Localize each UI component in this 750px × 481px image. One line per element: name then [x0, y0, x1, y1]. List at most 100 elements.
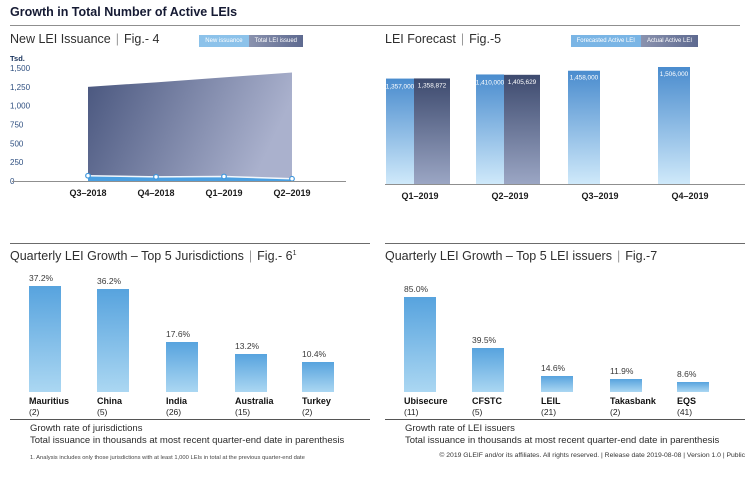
fig6-caption-2: Total issuance in thousands at most rece…	[30, 435, 345, 446]
fig5-x-category-label: Q4–2019	[671, 191, 708, 201]
section-divider	[10, 243, 370, 244]
jurisdiction-bar-column: 13.2% Australia (15)	[235, 341, 274, 417]
jurisdiction-bar-value-label: 10.4%	[302, 349, 327, 359]
jurisdiction-bar-category-label: Turkey	[302, 396, 331, 406]
fig4-x-category-label: Q4–2018	[137, 188, 174, 198]
fig5-forecast-bar	[476, 74, 504, 184]
jurisdiction-bar-count-label: (2)	[29, 407, 40, 417]
issuer-bar	[404, 297, 436, 392]
issuer-bar-category-label: Ubisecure	[404, 396, 448, 406]
jurisdiction-bar-column: 17.6% India (26)	[166, 329, 198, 417]
fig4-legend: New issuance Total LEI issued	[199, 35, 303, 47]
jurisdiction-bar-value-label: 17.6%	[166, 329, 191, 339]
jurisdiction-bar-column: 36.2% China (5)	[97, 276, 129, 417]
issuer-bar-count-label: (2)	[610, 407, 621, 417]
legend-forecasted-active-lei: Forecasted Active LEI	[570, 35, 641, 47]
fig5-fig-number: Fig.-5	[469, 32, 502, 46]
jurisdiction-bar	[97, 289, 129, 392]
fig4-y-tick-label: 500	[10, 139, 24, 148]
issuer-bar-category-label: Takasbank	[610, 396, 656, 406]
fig7-caption-2: Total issuance in thousands at most rece…	[405, 435, 720, 446]
fig6-title-text: Quarterly LEI Growth – Top 5 Jurisdictio…	[10, 249, 244, 263]
fig5-actual-bar	[414, 78, 450, 184]
fig7-fig-number: Fig.-7	[625, 249, 658, 263]
fig5-forecast-bar-label: 1,410,000	[476, 79, 505, 86]
issuer-bar	[541, 376, 573, 392]
issuer-bar-count-label: (11)	[404, 407, 419, 417]
fig5-forecast-bar-label: 1,458,000	[570, 75, 599, 82]
fig7-bar-chart: 85.0% Ubisecure (11) 39.5% CFSTC (5) 14.6% LEIL…	[385, 267, 745, 417]
fig4-data-point-marker	[153, 173, 159, 180]
issuer-bar-value-label: 14.6%	[541, 363, 566, 373]
jurisdiction-bar-category-label: China	[97, 396, 123, 406]
jurisdiction-bar-count-label: (15)	[235, 407, 251, 417]
jurisdiction-bar	[166, 342, 198, 392]
title-separator: |	[248, 249, 253, 263]
fig4-data-point-marker	[221, 173, 227, 180]
fig6-caption-1: Growth rate of jurisdictions	[30, 423, 143, 434]
jurisdiction-bar-category-label: Mauritius	[29, 396, 70, 406]
fig6-caption-divider	[10, 419, 370, 420]
jurisdiction-bar-category-label: India	[166, 396, 188, 406]
section-lei-forecast: LEI Forecast | Fig.-5 Forecasted Active LE…	[385, 32, 745, 218]
fig5-x-category-label: Q1–2019	[401, 191, 438, 201]
jurisdiction-bar-value-label: 36.2%	[97, 276, 122, 286]
issuer-bar	[472, 348, 504, 392]
issuer-bar-category-label: EQS	[677, 396, 697, 406]
section-divider	[385, 243, 745, 244]
fig4-x-category-label: Q1–2019	[205, 188, 242, 198]
fig5-actual-bar-label: 1,405,629	[508, 79, 537, 86]
fig4-x-category-label: Q2–2019	[273, 188, 310, 198]
header-divider	[10, 25, 740, 26]
fig4-x-category-label: Q3–2018	[69, 188, 106, 198]
section-top5-lei-issuers: Quarterly LEI Growth – Top 5 LEI issuers…	[385, 243, 745, 474]
issuer-bar-value-label: 11.9%	[610, 366, 634, 376]
issuer-bar-category-label: CFSTC	[472, 396, 502, 406]
issuer-bar-count-label: (21)	[541, 407, 557, 417]
issuer-bar	[677, 382, 709, 392]
fig4-fig-number: Fig.- 4	[124, 32, 160, 46]
fig7-title: Quarterly LEI Growth – Top 5 LEI issuers…	[385, 249, 657, 263]
fig5-bar-chart: 1,357,000 1,358,872 Q1–2019 1,410,000 1,405,…	[385, 67, 745, 201]
fig5-x-category-label: Q2–2019	[491, 191, 528, 201]
fig4-y-tick-label: 1,250	[10, 83, 31, 92]
legend-total-lei-issued: Total LEI issued	[248, 35, 303, 47]
title-separator: |	[616, 249, 621, 263]
fig4-new-issuance-line	[87, 174, 293, 180]
section-new-lei-issuance: New LEI Issuance | Fig.- 4 New issuance To…	[10, 32, 370, 218]
section-top5-jurisdictions: Quarterly LEI Growth – Top 5 Jurisdictio…	[10, 243, 370, 474]
jurisdiction-bar-count-label: (5)	[97, 407, 108, 417]
jurisdiction-bar	[235, 354, 267, 392]
fig4-y-tick-label: 1,000	[10, 102, 31, 111]
fig5-forecast-bar-label: 1,506,000	[660, 71, 689, 78]
issuer-bar-value-label: 85.0%	[404, 284, 429, 294]
fig4-y-tick-label: 750	[10, 121, 24, 130]
jurisdiction-bar-column: 37.2% Mauritius (2)	[29, 273, 69, 417]
title-separator: |	[115, 32, 119, 46]
fig4-y-axis-unit: Tsd.	[10, 54, 25, 63]
legend-new-issuance: New issuance	[199, 35, 249, 47]
issuer-bar-column: 11.9% Takasbank (2)	[610, 366, 656, 417]
fig4-title-text: New LEI Issuance	[10, 32, 111, 46]
issuer-bar-value-label: 8.6%	[677, 369, 697, 379]
fig4-y-tick-label: 250	[10, 158, 24, 167]
fig5-x-category-label: Q3–2019	[581, 191, 618, 201]
fig4-total-lei-area	[88, 72, 292, 181]
fig4-y-tick-label: 1,500	[10, 64, 31, 73]
title-separator: |	[460, 32, 465, 46]
issuer-bar-category-label: LEIL	[541, 396, 561, 406]
fig5-actual-bar-label: 1,358,872	[418, 82, 447, 89]
fig4-data-point-marker	[289, 175, 295, 182]
fig6-footnote-marker: 1	[292, 249, 297, 257]
issuer-bar	[610, 379, 642, 392]
fig4-data-point-marker	[85, 172, 91, 179]
jurisdiction-bar	[302, 362, 334, 392]
jurisdiction-bar-count-label: (26)	[166, 407, 182, 417]
fig7-title-text: Quarterly LEI Growth – Top 5 LEI issuers	[385, 249, 612, 263]
legend-actual-active-lei: Actual Active LEI	[640, 35, 698, 47]
fig5-forecast-bar	[658, 67, 690, 184]
fig5-forecast-bar-label: 1,357,000	[386, 84, 415, 91]
jurisdiction-bar-count-label: (2)	[302, 407, 313, 417]
fig5-legend: Forecasted Active LEI Actual Active LEI	[570, 35, 698, 47]
